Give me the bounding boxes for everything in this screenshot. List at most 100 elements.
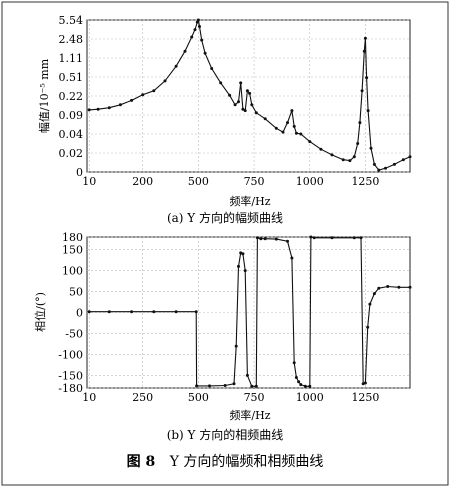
data-point	[312, 236, 316, 240]
phase-subcaption: (b) Y 方向的相频曲线	[167, 427, 284, 442]
y-tick-label: -50	[65, 327, 83, 340]
data-point	[274, 126, 278, 130]
data-point	[234, 344, 238, 348]
data-point	[290, 256, 294, 260]
data-point	[237, 100, 240, 104]
data-point	[250, 103, 254, 107]
data-point	[118, 103, 122, 107]
y-tick-label: 5.54	[59, 14, 84, 27]
data-point	[330, 153, 334, 157]
data-point	[281, 130, 285, 134]
data-point	[239, 81, 243, 85]
data-point	[219, 81, 223, 85]
y-tick-label: 100	[62, 265, 83, 278]
data-point	[208, 384, 211, 388]
data-point	[130, 98, 134, 102]
data-point	[377, 286, 381, 290]
data-point	[195, 384, 199, 388]
data-point	[163, 79, 167, 83]
phase-x-ticks: 10 250 500 750 1000 1250	[82, 391, 379, 404]
data-point	[233, 103, 237, 107]
amplitude-y-axis-label: 幅值/10⁻⁵ mm	[38, 58, 51, 133]
data-point	[362, 49, 366, 53]
data-point	[408, 285, 412, 289]
y-tick-label: 50	[69, 286, 83, 299]
data-point	[363, 36, 367, 40]
data-point	[263, 237, 267, 241]
y-tick-label: 0	[76, 166, 83, 179]
y-tick-label: 2.48	[59, 33, 84, 46]
data-point	[241, 252, 245, 256]
data-point	[203, 51, 207, 55]
data-point	[194, 310, 198, 314]
y-tick-label: 0.02	[59, 147, 84, 160]
x-tick-label: 500	[188, 391, 209, 404]
x-tick-label: 250	[132, 391, 153, 404]
amplitude-subcaption: (a) Y 方向的幅频曲线	[167, 210, 283, 225]
y-tick-label: 0.22	[59, 90, 84, 103]
phase-y-axis-label: 相位/(°)	[33, 292, 47, 332]
data-point	[254, 384, 258, 388]
data-point	[292, 361, 296, 365]
x-tick-label: 1250	[351, 391, 379, 404]
data-point	[232, 382, 236, 386]
x-tick-label: 500	[188, 175, 209, 188]
data-point	[366, 325, 370, 329]
x-tick-label: 10	[82, 175, 96, 188]
data-point	[193, 28, 197, 32]
data-point	[254, 111, 258, 115]
data-point	[196, 18, 200, 22]
y-tick-label: 0	[76, 307, 83, 320]
data-point	[319, 147, 323, 151]
data-point	[286, 121, 289, 125]
data-point	[377, 168, 381, 172]
data-point	[341, 158, 345, 162]
x-tick-label: 10	[82, 391, 96, 404]
data-point	[263, 117, 267, 121]
y-tick-label: -150	[58, 369, 83, 382]
x-tick-label: 1250	[351, 175, 379, 188]
data-point	[308, 140, 312, 144]
x-tick-label: 200	[132, 175, 153, 188]
data-point	[241, 107, 245, 111]
data-point	[401, 158, 405, 162]
data-point	[96, 107, 100, 111]
amplitude-plot: 5.54 2.48 1.11 0.51 0.22 0.09 0.04 0.02 0 10 200 5…	[38, 14, 412, 225]
x-tick-label: 1000	[296, 391, 324, 404]
data-point	[243, 109, 247, 113]
data-point	[384, 166, 387, 170]
data-point	[243, 269, 247, 273]
figure-caption-text: Y 方向的幅频和相频曲线	[169, 454, 324, 470]
figure-caption-prefix: 图 8	[127, 454, 156, 470]
amplitude-series-points	[87, 18, 412, 172]
x-tick-label: 750	[244, 175, 265, 188]
data-point	[245, 373, 249, 377]
data-point	[294, 131, 298, 135]
data-point	[174, 310, 178, 314]
x-tick-label: 750	[244, 391, 265, 404]
data-point	[369, 146, 373, 150]
data-point	[309, 235, 313, 239]
data-point	[141, 93, 145, 97]
figure-caption: 图 8 Y 方向的幅频和相频曲线	[127, 454, 324, 470]
data-point	[360, 89, 364, 93]
y-tick-label: 150	[62, 244, 83, 257]
data-point	[198, 25, 201, 28]
data-point	[248, 91, 252, 95]
y-tick-label: 180	[62, 231, 83, 244]
y-tick-label: 1.11	[59, 52, 84, 65]
data-point	[365, 76, 369, 80]
data-point	[348, 159, 352, 163]
data-point	[372, 292, 376, 296]
y-tick-label: 0.51	[59, 71, 84, 84]
data-point	[87, 108, 91, 112]
data-point	[228, 93, 232, 97]
data-point	[397, 285, 401, 289]
data-point	[358, 121, 362, 125]
data-point	[274, 237, 278, 241]
phase-x-axis-label: 频率/Hz	[229, 408, 270, 422]
phase-grid	[87, 236, 410, 389]
